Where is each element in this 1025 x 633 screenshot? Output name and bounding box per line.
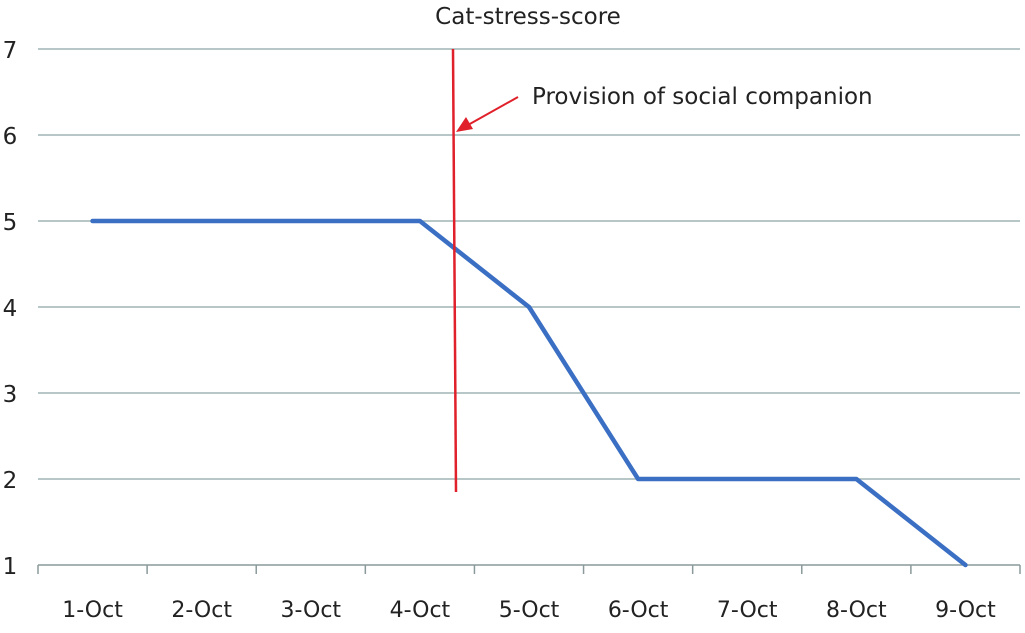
y-tick-label: 7 <box>3 38 18 64</box>
annotation-arrow <box>467 96 519 126</box>
y-tick-label: 1 <box>3 554 18 580</box>
x-tick-label: 8-Oct <box>826 598 887 623</box>
x-tick-label: 7-Oct <box>717 598 778 623</box>
data-point <box>963 563 968 567</box>
x-tick-label: 5-Oct <box>499 598 560 623</box>
y-tick-label: 2 <box>3 468 18 494</box>
data-point <box>636 477 641 481</box>
x-tick-label: 2-Oct <box>171 598 232 623</box>
intervention-marker-line <box>451 48 458 493</box>
annotation-arrowhead <box>456 117 473 132</box>
data-point <box>90 219 95 223</box>
annotation-label: Provision of social companion <box>532 84 873 110</box>
data-point <box>199 219 204 223</box>
x-tick-label: 9-Oct <box>935 598 996 623</box>
data-point <box>527 305 531 309</box>
x-tick-label: 1-Oct <box>62 598 123 623</box>
data-point <box>854 477 859 481</box>
y-tick-label: 6 <box>3 124 18 150</box>
x-tick-label: 3-Oct <box>280 598 341 623</box>
y-tick-label: 5 <box>3 210 18 236</box>
y-tick-label: 4 <box>3 296 18 322</box>
data-point <box>308 219 313 223</box>
x-tick-label: 4-Oct <box>390 598 451 623</box>
y-tick-label: 3 <box>3 382 18 408</box>
x-tick-label: 6-Oct <box>608 598 669 623</box>
data-point <box>417 219 422 223</box>
data-point <box>745 477 750 481</box>
chart-title: Cat-stress-score <box>435 4 621 30</box>
